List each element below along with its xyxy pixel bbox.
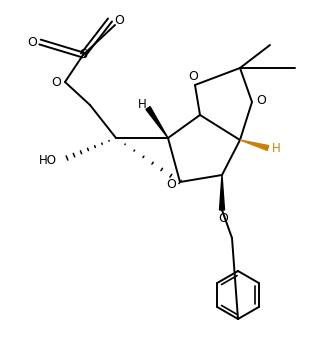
Text: O: O	[51, 76, 61, 90]
Text: O: O	[188, 71, 198, 83]
Polygon shape	[240, 140, 269, 150]
Text: O: O	[27, 37, 37, 49]
Text: HO: HO	[39, 153, 57, 167]
Text: O: O	[218, 213, 228, 225]
Text: H: H	[138, 97, 146, 111]
Text: S: S	[79, 48, 87, 62]
Polygon shape	[146, 106, 168, 138]
Text: H: H	[272, 142, 280, 154]
Polygon shape	[220, 175, 225, 210]
Text: O: O	[166, 177, 176, 191]
Text: O: O	[114, 14, 124, 26]
Text: O: O	[256, 94, 266, 106]
